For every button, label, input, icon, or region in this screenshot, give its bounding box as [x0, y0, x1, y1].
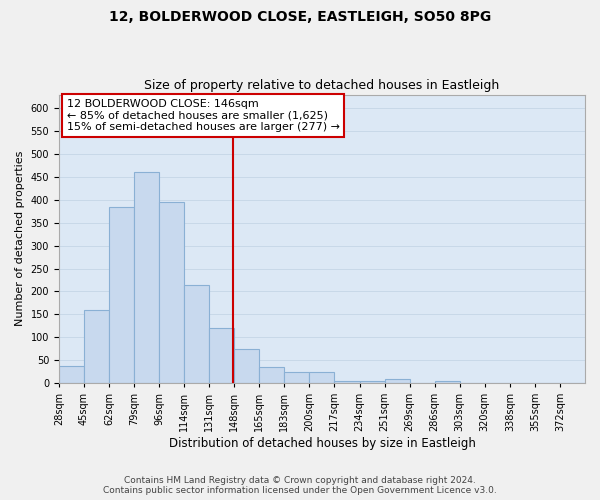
Y-axis label: Number of detached properties: Number of detached properties	[15, 151, 25, 326]
Bar	[359, 381, 385, 383]
Text: 12 BOLDERWOOD CLOSE: 146sqm
← 85% of detached houses are smaller (1,625)
15% of : 12 BOLDERWOOD CLOSE: 146sqm ← 85% of det…	[67, 99, 340, 132]
X-axis label: Distribution of detached houses by size in Eastleigh: Distribution of detached houses by size …	[169, 437, 475, 450]
Text: 12, BOLDERWOOD CLOSE, EASTLEIGH, SO50 8PG: 12, BOLDERWOOD CLOSE, EASTLEIGH, SO50 8P…	[109, 10, 491, 24]
Title: Size of property relative to detached houses in Eastleigh: Size of property relative to detached ho…	[145, 79, 500, 92]
Bar	[209, 328, 234, 383]
Bar	[310, 372, 334, 383]
Bar	[134, 172, 159, 383]
Bar	[259, 367, 284, 383]
Bar	[334, 381, 359, 383]
Bar	[434, 381, 460, 383]
Text: Contains HM Land Registry data © Crown copyright and database right 2024.
Contai: Contains HM Land Registry data © Crown c…	[103, 476, 497, 495]
Bar	[234, 348, 259, 383]
Bar	[59, 366, 84, 383]
Bar	[84, 310, 109, 383]
Bar	[159, 202, 184, 383]
Bar	[109, 206, 134, 383]
Bar	[284, 372, 310, 383]
Bar	[385, 380, 410, 383]
Bar	[184, 284, 209, 383]
